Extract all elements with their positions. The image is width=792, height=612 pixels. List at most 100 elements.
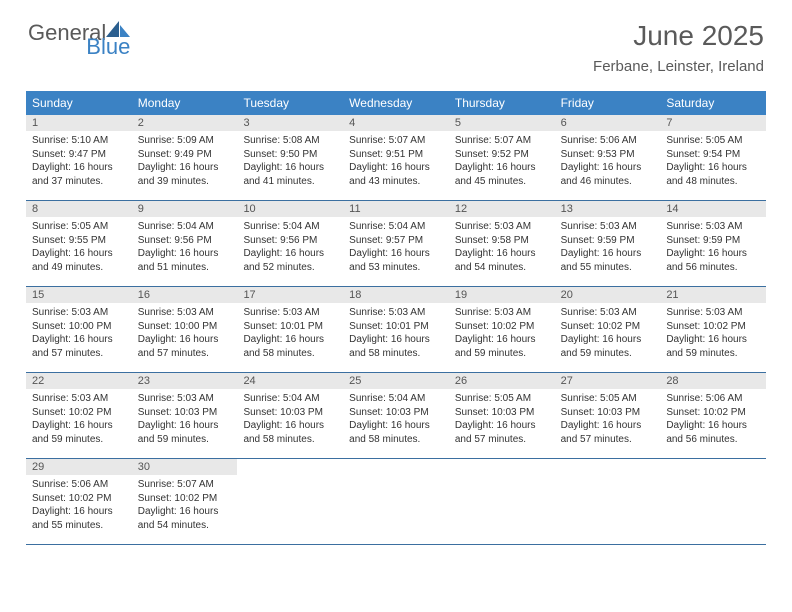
calendar-cell: 28 Sunrise: 5:06 AMSunset: 10:02 PMDaylig… bbox=[660, 373, 766, 458]
day-number: 28 bbox=[660, 373, 766, 389]
sunset-text: Sunset: 10:02 PM bbox=[138, 492, 232, 506]
day-number: 16 bbox=[132, 287, 238, 303]
calendar-cell bbox=[555, 459, 661, 544]
sunset-text: Sunset: 10:03 PM bbox=[455, 406, 549, 420]
sunrise-text: Sunrise: 5:05 AM bbox=[561, 392, 655, 406]
sunset-text: Sunset: 9:55 PM bbox=[32, 234, 126, 248]
sunset-text: Sunset: 9:54 PM bbox=[666, 148, 760, 162]
day-number: 30 bbox=[132, 459, 238, 475]
daylight-text: Daylight: 16 hours and 43 minutes. bbox=[349, 161, 443, 188]
day-details: Sunrise: 5:03 AMSunset: 10:00 PMDaylight… bbox=[26, 303, 132, 365]
daylight-text: Daylight: 16 hours and 51 minutes. bbox=[138, 247, 232, 274]
day-number: 10 bbox=[237, 201, 343, 217]
sunset-text: Sunset: 9:53 PM bbox=[561, 148, 655, 162]
sunrise-text: Sunrise: 5:03 AM bbox=[561, 220, 655, 234]
daylight-text: Daylight: 16 hours and 53 minutes. bbox=[349, 247, 443, 274]
calendar-cell: 11Sunrise: 5:04 AMSunset: 9:57 PMDayligh… bbox=[343, 201, 449, 286]
day-number: 6 bbox=[555, 115, 661, 131]
sunset-text: Sunset: 10:02 PM bbox=[561, 320, 655, 334]
calendar-cell: 13Sunrise: 5:03 AMSunset: 9:59 PMDayligh… bbox=[555, 201, 661, 286]
calendar-week-row: 22Sunrise: 5:03 AMSunset: 10:02 PMDaylig… bbox=[26, 373, 766, 459]
day-details: Sunrise: 5:04 AMSunset: 10:03 PMDaylight… bbox=[237, 389, 343, 451]
sunrise-text: Sunrise: 5:04 AM bbox=[349, 392, 443, 406]
sunset-text: Sunset: 10:02 PM bbox=[32, 492, 126, 506]
sunset-text: Sunset: 10:03 PM bbox=[243, 406, 337, 420]
calendar-header-row: Sunday Monday Tuesday Wednesday Thursday… bbox=[26, 91, 766, 115]
sunrise-text: Sunrise: 5:08 AM bbox=[243, 134, 337, 148]
sunrise-text: Sunrise: 5:07 AM bbox=[349, 134, 443, 148]
daylight-text: Daylight: 16 hours and 57 minutes. bbox=[32, 333, 126, 360]
day-details: Sunrise: 5:03 AMSunset: 10:01 PMDaylight… bbox=[237, 303, 343, 365]
daylight-text: Daylight: 16 hours and 41 minutes. bbox=[243, 161, 337, 188]
calendar-cell: 6Sunrise: 5:06 AMSunset: 9:53 PMDaylight… bbox=[555, 115, 661, 200]
calendar-cell: 10Sunrise: 5:04 AMSunset: 9:56 PMDayligh… bbox=[237, 201, 343, 286]
daylight-text: Daylight: 16 hours and 56 minutes. bbox=[666, 419, 760, 446]
calendar-cell: 25Sunrise: 5:04 AMSunset: 10:03 PMDaylig… bbox=[343, 373, 449, 458]
day-number: 20 bbox=[555, 287, 661, 303]
daylight-text: Daylight: 16 hours and 54 minutes. bbox=[138, 505, 232, 532]
day-details: Sunrise: 5:03 AMSunset: 10:03 PMDaylight… bbox=[132, 389, 238, 451]
day-number: 12 bbox=[449, 201, 555, 217]
day-header: Friday bbox=[555, 91, 661, 115]
day-number: 17 bbox=[237, 287, 343, 303]
day-details: Sunrise: 5:04 AMSunset: 10:03 PMDaylight… bbox=[343, 389, 449, 451]
day-number: 24 bbox=[237, 373, 343, 389]
daylight-text: Daylight: 16 hours and 58 minutes. bbox=[243, 419, 337, 446]
day-details: Sunrise: 5:05 AMSunset: 9:54 PMDaylight:… bbox=[660, 131, 766, 193]
sunset-text: Sunset: 9:56 PM bbox=[138, 234, 232, 248]
daylight-text: Daylight: 16 hours and 59 minutes. bbox=[138, 419, 232, 446]
day-details: Sunrise: 5:10 AMSunset: 9:47 PMDaylight:… bbox=[26, 131, 132, 193]
sunset-text: Sunset: 9:52 PM bbox=[455, 148, 549, 162]
daylight-text: Daylight: 16 hours and 57 minutes. bbox=[138, 333, 232, 360]
day-details: Sunrise: 5:08 AMSunset: 9:50 PMDaylight:… bbox=[237, 131, 343, 193]
calendar-cell: 18Sunrise: 5:03 AMSunset: 10:01 PMDaylig… bbox=[343, 287, 449, 372]
day-details: Sunrise: 5:03 AMSunset: 9:59 PMDaylight:… bbox=[660, 217, 766, 279]
day-details: Sunrise: 5:03 AMSunset: 10:02 PMDaylight… bbox=[555, 303, 661, 365]
daylight-text: Daylight: 16 hours and 45 minutes. bbox=[455, 161, 549, 188]
day-details: Sunrise: 5:05 AMSunset: 10:03 PMDaylight… bbox=[555, 389, 661, 451]
calendar-cell: 14Sunrise: 5:03 AMSunset: 9:59 PMDayligh… bbox=[660, 201, 766, 286]
sunrise-text: Sunrise: 5:06 AM bbox=[561, 134, 655, 148]
sunrise-text: Sunrise: 5:06 AM bbox=[666, 392, 760, 406]
title-block: June 2025 Ferbane, Leinster, Ireland bbox=[593, 20, 764, 75]
sunset-text: Sunset: 10:01 PM bbox=[349, 320, 443, 334]
day-number: 25 bbox=[343, 373, 449, 389]
sunset-text: Sunset: 9:59 PM bbox=[666, 234, 760, 248]
sunrise-text: Sunrise: 5:03 AM bbox=[666, 220, 760, 234]
daylight-text: Daylight: 16 hours and 54 minutes. bbox=[455, 247, 549, 274]
sunset-text: Sunset: 10:00 PM bbox=[138, 320, 232, 334]
sunrise-text: Sunrise: 5:05 AM bbox=[32, 220, 126, 234]
sunset-text: Sunset: 10:02 PM bbox=[666, 320, 760, 334]
day-details: Sunrise: 5:04 AMSunset: 9:56 PMDaylight:… bbox=[237, 217, 343, 279]
calendar-cell: 23Sunrise: 5:03 AMSunset: 10:03 PMDaylig… bbox=[132, 373, 238, 458]
sunrise-text: Sunrise: 5:04 AM bbox=[243, 392, 337, 406]
calendar-cell: 4Sunrise: 5:07 AMSunset: 9:51 PMDaylight… bbox=[343, 115, 449, 200]
day-number: 7 bbox=[660, 115, 766, 131]
calendar-cell: 20Sunrise: 5:03 AMSunset: 10:02 PMDaylig… bbox=[555, 287, 661, 372]
sunrise-text: Sunrise: 5:03 AM bbox=[32, 392, 126, 406]
daylight-text: Daylight: 16 hours and 59 minutes. bbox=[32, 419, 126, 446]
daylight-text: Daylight: 16 hours and 55 minutes. bbox=[561, 247, 655, 274]
sunrise-text: Sunrise: 5:07 AM bbox=[455, 134, 549, 148]
daylight-text: Daylight: 16 hours and 48 minutes. bbox=[666, 161, 760, 188]
sunrise-text: Sunrise: 5:03 AM bbox=[561, 306, 655, 320]
calendar-cell bbox=[449, 459, 555, 544]
sunset-text: Sunset: 9:49 PM bbox=[138, 148, 232, 162]
daylight-text: Daylight: 16 hours and 57 minutes. bbox=[455, 419, 549, 446]
day-number: 19 bbox=[449, 287, 555, 303]
day-header: Monday bbox=[132, 91, 238, 115]
sunset-text: Sunset: 10:00 PM bbox=[32, 320, 126, 334]
daylight-text: Daylight: 16 hours and 59 minutes. bbox=[455, 333, 549, 360]
sunrise-text: Sunrise: 5:03 AM bbox=[138, 306, 232, 320]
day-details: Sunrise: 5:03 AMSunset: 10:02 PMDaylight… bbox=[449, 303, 555, 365]
day-details: Sunrise: 5:04 AMSunset: 9:57 PMDaylight:… bbox=[343, 217, 449, 279]
page-header: General Blue June 2025 Ferbane, Leinster… bbox=[0, 0, 792, 83]
sunrise-text: Sunrise: 5:03 AM bbox=[349, 306, 443, 320]
day-number: 18 bbox=[343, 287, 449, 303]
calendar-cell bbox=[237, 459, 343, 544]
calendar-cell: 5Sunrise: 5:07 AMSunset: 9:52 PMDaylight… bbox=[449, 115, 555, 200]
calendar-cell: 30Sunrise: 5:07 AMSunset: 10:02 PMDaylig… bbox=[132, 459, 238, 544]
sunrise-text: Sunrise: 5:05 AM bbox=[455, 392, 549, 406]
day-header: Tuesday bbox=[237, 91, 343, 115]
sunset-text: Sunset: 10:02 PM bbox=[666, 406, 760, 420]
